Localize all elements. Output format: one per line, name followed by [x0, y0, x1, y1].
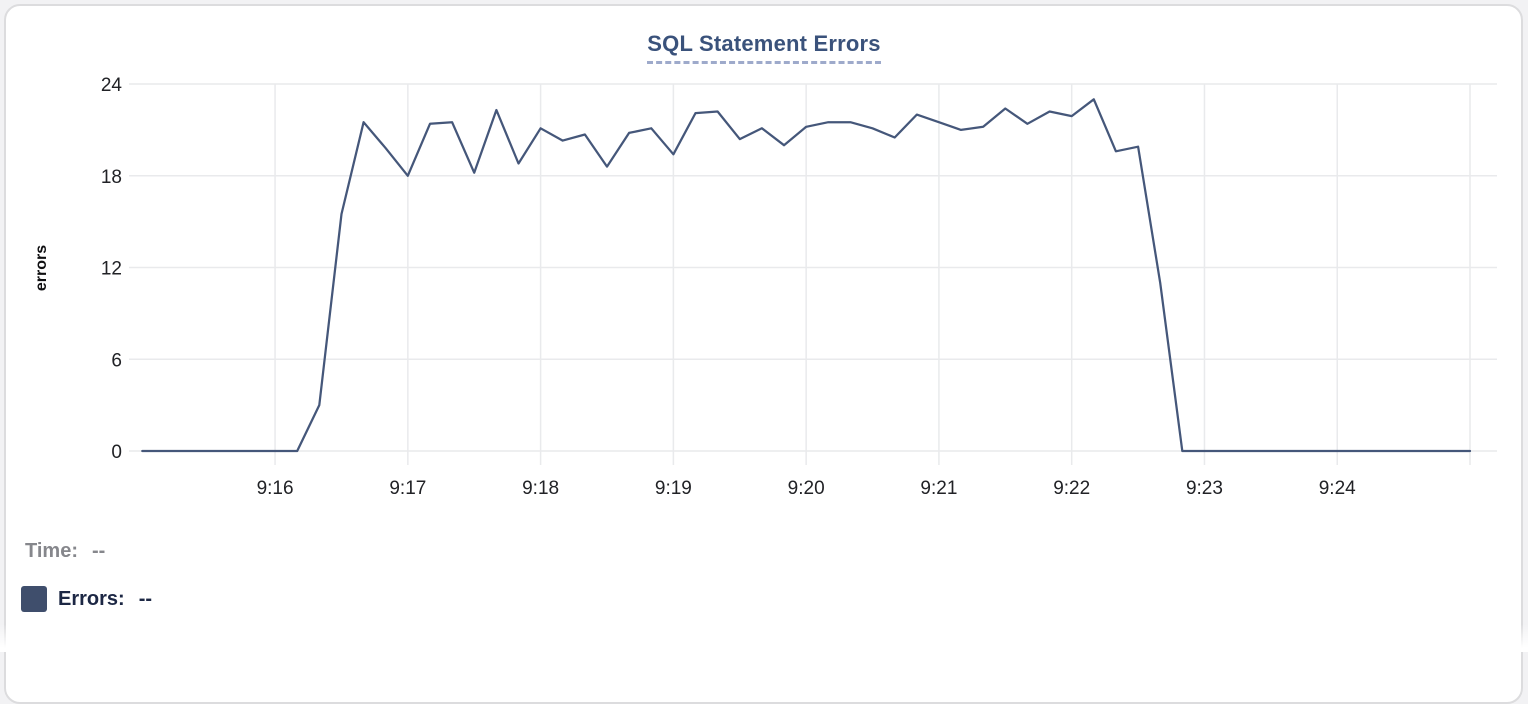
errors-series-line[interactable]	[141, 98, 1472, 453]
legend-errors-row: Errors: --	[21, 586, 152, 612]
x-axis-tick-label: 9:24	[1319, 478, 1356, 499]
x-axis-tick-label: 9:21	[920, 478, 957, 499]
errors-line-chart[interactable]: 0 6 12 18 24 9:16 9:17 9:18 9:19 9:20 9:21 9:22 9:23…	[0, 0, 1528, 652]
chart-title-row: SQL Statement Errors	[0, 31, 1528, 64]
y-axis-tick-label: 6	[111, 350, 122, 371]
x-axis-tick-label: 9:22	[1053, 478, 1090, 499]
x-axis-tick-label: 9:18	[522, 478, 559, 499]
chart-title[interactable]: SQL Statement Errors	[647, 31, 881, 64]
y-axis-tick-label: 18	[101, 167, 122, 188]
y-axis-tick-label: 0	[111, 442, 122, 463]
legend-time-value: --	[91, 540, 106, 562]
x-axis-tick-label: 9:20	[788, 478, 825, 499]
legend-errors-value: --	[138, 587, 153, 610]
x-axis-tick-label: 9:23	[1186, 478, 1223, 499]
legend-time-row: Time: --	[25, 540, 152, 563]
legend-time-label: Time:	[25, 540, 78, 562]
chart-legend: Time: -- Errors: --	[21, 540, 152, 612]
errors-series-swatch	[21, 586, 47, 612]
y-axis-title: errors	[33, 245, 50, 291]
x-axis-tick-label: 9:16	[257, 478, 294, 499]
legend-errors-label: Errors:	[58, 587, 125, 610]
y-axis-tick-label: 24	[101, 75, 123, 96]
axis-labels: 0 6 12 18 24 9:16 9:17 9:18 9:19 9:20 9:21 9:22 9:23…	[101, 75, 1356, 499]
y-axis-tick-label: 12	[101, 259, 122, 280]
x-axis-tick-label: 9:19	[655, 478, 692, 499]
chart-card	[4, 4, 1523, 704]
x-axis-tick-label: 9:17	[389, 478, 426, 499]
